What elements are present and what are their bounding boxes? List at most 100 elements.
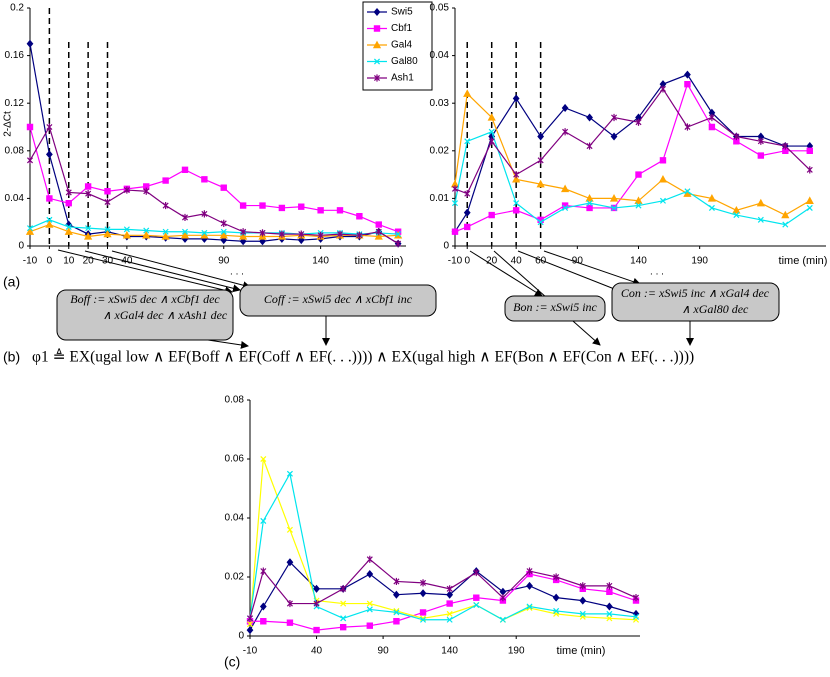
y-tick-label: 0.2 <box>10 3 24 14</box>
series-line <box>454 73 810 233</box>
data-point <box>635 118 642 126</box>
series-line <box>29 125 399 245</box>
data-point <box>579 610 586 617</box>
data-point <box>732 205 741 214</box>
data-point <box>278 230 285 238</box>
data-point <box>65 199 72 207</box>
data-point <box>513 200 520 207</box>
data-point <box>259 602 267 611</box>
data-point <box>659 85 666 93</box>
series-line <box>29 126 399 233</box>
data-point <box>240 228 247 236</box>
data-point <box>201 176 208 183</box>
x-tick-label: 90 <box>378 646 390 657</box>
data-point <box>220 219 227 227</box>
series-line <box>29 223 399 238</box>
y-tick-label: 0.06 <box>225 454 245 465</box>
data-point <box>46 123 53 131</box>
data-point <box>143 187 150 195</box>
data-point <box>366 622 373 629</box>
data-point <box>239 232 248 240</box>
data-point <box>499 594 506 602</box>
x-axis-label: time (min) <box>779 255 828 267</box>
data-point <box>395 231 402 238</box>
arrow <box>57 249 233 295</box>
x-tick-label: 0 <box>464 256 470 267</box>
data-point <box>473 602 480 609</box>
data-point <box>806 166 813 174</box>
box-text: ∧ xGal80 dec <box>682 302 749 316</box>
data-point <box>586 113 593 122</box>
data-point <box>419 589 427 598</box>
y-tick-label: 0.05 <box>430 3 450 14</box>
data-point <box>340 585 347 593</box>
y-tick-label: 0.01 <box>430 193 450 204</box>
data-point <box>46 216 53 223</box>
data-point <box>220 184 227 191</box>
data-point <box>635 202 642 209</box>
y-tick-label: 0.02 <box>225 572 245 583</box>
data-point <box>757 137 764 145</box>
series-line <box>454 82 810 233</box>
data-point <box>180 230 190 239</box>
data-point <box>259 229 266 237</box>
data-point <box>561 103 569 112</box>
data-point <box>562 128 569 136</box>
y-tick-label: 0 <box>18 241 24 252</box>
x-tick-label: 40 <box>121 256 133 267</box>
y-tick-label: 0.12 <box>5 98 25 109</box>
y-tick-label: 0.04 <box>430 50 450 61</box>
data-point <box>488 128 495 135</box>
data-point <box>733 138 740 145</box>
condition-box <box>504 295 606 322</box>
data-point <box>65 188 72 197</box>
data-point <box>579 596 587 605</box>
data-point <box>286 558 294 567</box>
data-point <box>45 150 53 159</box>
data-point <box>526 567 533 575</box>
data-point <box>393 609 400 616</box>
series-line <box>250 573 637 631</box>
data-point <box>239 237 247 246</box>
data-point <box>586 204 593 212</box>
data-point <box>585 194 594 202</box>
data-point <box>356 231 363 239</box>
x-axis-label: time (min) <box>557 645 606 657</box>
y-tick-label: 0.02 <box>430 145 450 156</box>
data-point <box>782 221 789 228</box>
data-point <box>259 202 266 209</box>
data-point <box>537 219 544 226</box>
x-tick-label: 90 <box>218 256 230 267</box>
data-point <box>26 156 34 164</box>
data-point <box>278 204 286 212</box>
data-point <box>757 216 764 223</box>
data-point <box>606 582 613 590</box>
data-point <box>45 220 54 228</box>
data-point <box>181 213 189 222</box>
data-point <box>26 225 34 232</box>
data-point <box>85 190 92 198</box>
data-point <box>260 618 267 625</box>
data-point <box>463 208 471 217</box>
arrow <box>111 250 251 290</box>
data-point <box>298 203 305 210</box>
data-point <box>104 188 111 195</box>
data-point <box>220 236 228 245</box>
series-line <box>249 558 637 619</box>
data-point <box>473 568 480 577</box>
data-point <box>487 113 496 121</box>
legend-label: Gal80 <box>391 56 418 67</box>
data-point <box>560 184 570 193</box>
data-point <box>317 231 324 239</box>
x-tick-label: 30 <box>102 256 114 267</box>
x-tick-label: 10 <box>63 256 75 267</box>
data-point <box>366 555 373 563</box>
series-line <box>249 472 637 621</box>
x-tick-label: 140 <box>312 256 329 267</box>
data-point <box>782 147 789 154</box>
ellipsis: . . . <box>650 267 664 278</box>
y-tick-label: 0.08 <box>5 145 25 156</box>
x-tick-label: 60 <box>535 256 547 267</box>
series-line <box>454 87 811 195</box>
data-point <box>220 228 227 235</box>
